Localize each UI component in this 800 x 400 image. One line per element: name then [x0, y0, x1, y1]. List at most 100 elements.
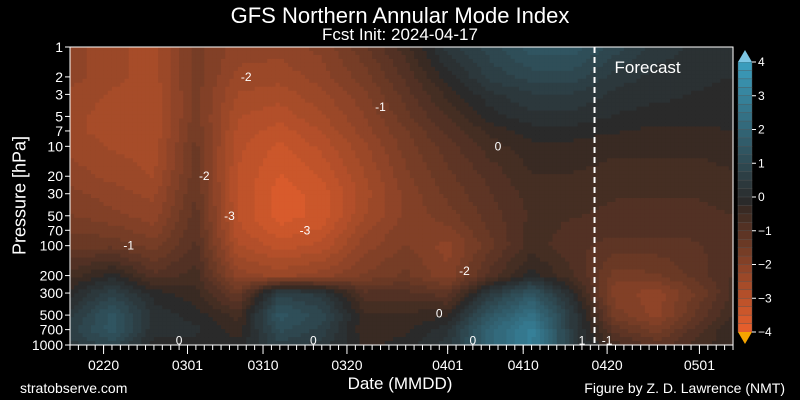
heatmap-cell [90, 186, 96, 191]
heatmap-cell [200, 269, 205, 275]
heatmap-cell [216, 289, 222, 294]
heatmap-cell [158, 305, 163, 310]
heatmap-cell [187, 205, 193, 211]
heatmap-cell [153, 241, 159, 247]
heatmap-cell [342, 134, 348, 139]
heatmap-cell [149, 47, 155, 52]
heatmap-cell [284, 281, 289, 286]
heatmap-cell [225, 170, 231, 175]
heatmap-cell [321, 233, 327, 239]
heatmap-cell [321, 70, 327, 76]
heatmap-cell [149, 213, 155, 219]
heatmap-cell [292, 305, 298, 310]
heatmap-cell [149, 257, 155, 263]
heatmap-cell [107, 281, 113, 286]
heatmap-cell [342, 54, 348, 60]
heatmap-cell [70, 213, 75, 219]
heatmap-cell [254, 329, 260, 334]
heatmap-cell [304, 74, 310, 80]
heatmap-cell [158, 47, 163, 52]
heatmap-cell [179, 325, 184, 330]
heatmap-cell [258, 217, 264, 223]
heatmap-cell [90, 166, 96, 171]
heatmap-cell [267, 241, 273, 247]
heatmap-cell [216, 174, 222, 179]
heatmap-cell [296, 150, 302, 155]
heatmap-cell [250, 233, 256, 239]
heatmap-cell [233, 225, 239, 231]
heatmap-cell [313, 174, 319, 179]
heatmap-cell [216, 102, 222, 108]
heatmap-cell [330, 110, 335, 116]
heatmap-cell [330, 221, 335, 227]
heatmap-cell [313, 313, 319, 318]
heatmap-cell [90, 257, 96, 263]
heatmap-cell [191, 241, 197, 247]
heatmap-cell [250, 146, 256, 151]
heatmap-cell [225, 110, 231, 116]
heatmap-cell [116, 277, 121, 283]
heatmap-cell [271, 297, 277, 302]
heatmap-cell [162, 245, 168, 251]
heatmap-cell [204, 305, 210, 310]
heatmap-cell [99, 150, 105, 155]
heatmap-cell [237, 62, 243, 68]
heatmap-cell [200, 86, 205, 92]
heatmap-cell [170, 182, 176, 187]
heatmap-cell [304, 134, 310, 139]
heatmap-cell [120, 142, 126, 147]
heatmap-cell [145, 293, 151, 298]
heatmap-cell [78, 209, 84, 215]
heatmap-cell [212, 245, 218, 251]
heatmap-cell [296, 94, 302, 100]
heatmap-cell [279, 341, 285, 346]
heatmap-cell [279, 257, 285, 263]
heatmap-cell [82, 317, 88, 322]
heatmap-cell [292, 249, 298, 255]
heatmap-cell [242, 47, 247, 52]
heatmap-cell [279, 82, 285, 88]
heatmap-cell [128, 162, 134, 167]
heatmap-cell [208, 194, 214, 199]
heatmap-cell [141, 134, 147, 139]
heatmap-cell [195, 265, 201, 271]
heatmap-cell [179, 241, 184, 247]
heatmap-cell [174, 118, 180, 124]
heatmap-cell [292, 329, 298, 334]
heatmap-cell [137, 313, 142, 318]
heatmap-cell [330, 241, 335, 247]
heatmap-cell [233, 297, 239, 302]
heatmap-cell [225, 102, 231, 108]
heatmap-cell [284, 150, 289, 155]
heatmap-cell [342, 201, 348, 207]
heatmap-cell [212, 50, 218, 56]
heatmap-cell [208, 301, 214, 306]
heatmap-cell [116, 237, 121, 243]
heatmap-cell [304, 257, 310, 263]
heatmap-cell [258, 174, 264, 179]
heatmap-cell [229, 289, 235, 294]
heatmap-cell [292, 217, 298, 223]
heatmap-cell [254, 82, 260, 88]
heatmap-cell [288, 66, 293, 72]
heatmap-cell [195, 190, 201, 195]
heatmap-cell [200, 281, 205, 286]
heatmap-cell [183, 58, 189, 64]
heatmap-cell [128, 237, 134, 243]
heatmap-cell [145, 126, 151, 132]
heatmap-cell [325, 110, 331, 116]
heatmap-cell [116, 253, 121, 259]
heatmap-cell [170, 289, 176, 294]
heatmap-cell [225, 194, 231, 199]
heatmap-cell [221, 197, 226, 203]
heatmap-cell [334, 261, 340, 267]
heatmap-cell [254, 190, 260, 195]
heatmap-cell [321, 293, 327, 298]
heatmap-cell [284, 201, 289, 207]
heatmap-cell [246, 102, 252, 108]
heatmap-cell [107, 66, 113, 72]
heatmap-cell [246, 313, 252, 318]
heatmap-cell [346, 186, 352, 191]
heatmap-cell [338, 118, 344, 124]
heatmap-cell [325, 197, 331, 203]
